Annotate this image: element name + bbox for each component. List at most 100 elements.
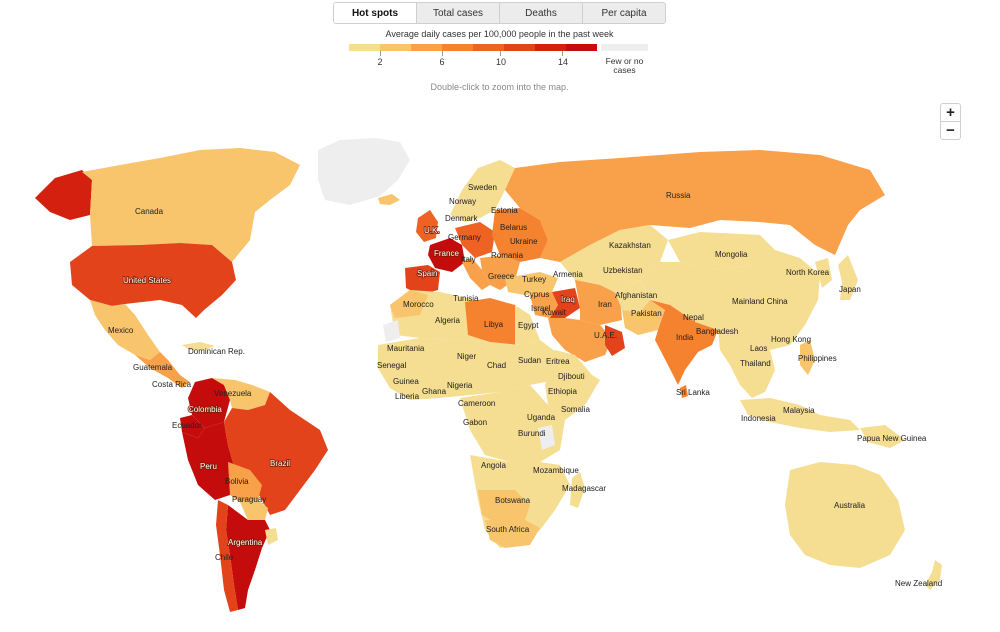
label-norway: Norway [449,197,476,206]
label-egypt: Egypt [518,321,539,330]
region-brazil[interactable] [224,392,328,515]
legend-swatch [411,44,442,51]
region-madagascar[interactable] [570,472,585,508]
label-botswana: Botswana [495,496,531,505]
region-mexico[interactable] [90,300,160,360]
region-oman[interactable] [605,325,625,356]
region-west-sahara[interactable] [383,320,400,342]
region-sri-lanka[interactable] [680,385,688,398]
region-afghanistan[interactable] [615,280,650,312]
legend-swatch [504,44,535,51]
label-iraq: Iraq [561,295,575,304]
region-uk[interactable] [416,210,438,242]
region-ecuador[interactable] [180,415,205,438]
region-japan[interactable] [838,255,858,300]
region-paraguay[interactable] [240,500,268,520]
region-iraq[interactable] [550,288,580,318]
region-botswana-namibia[interactable] [478,490,530,525]
region-bolivia[interactable] [228,462,262,502]
label-brazil: Brazil [270,459,290,468]
legend-no-data-line1: Few or no [605,56,644,66]
region-central-europe[interactable] [455,222,495,258]
region-uruguay[interactable] [265,528,278,545]
label-bangladesh: Bangladesh [696,327,738,336]
legend-tick [500,51,501,56]
label-south-africa: South Africa [486,525,530,534]
label-canada: Canada [135,207,164,216]
label-ghana: Ghana [422,387,447,396]
legend-swatch [442,44,473,51]
region-east-africa-gap[interactable] [538,425,555,450]
label-gabon: Gabon [463,418,487,427]
region-india[interactable] [650,300,718,385]
region-united-states[interactable] [70,243,236,318]
legend-swatch [535,44,566,51]
label-estonia: Estonia [491,206,518,215]
region-central-africa[interactable] [460,385,565,462]
region-south-africa[interactable] [485,520,540,548]
label-uzbekistan: Uzbekistan [603,266,643,275]
region-levant[interactable] [530,292,558,318]
region-chile[interactable] [216,500,238,612]
region-greenland[interactable] [318,138,410,205]
label-north-korea: North Korea [786,268,830,277]
region-mongolia[interactable] [668,232,775,270]
region-peru[interactable] [182,422,235,500]
region-iberia[interactable] [405,265,440,295]
region-scandinavia[interactable] [450,160,515,222]
region-indonesia[interactable] [740,398,860,432]
label-paraguay: Paraguay [232,495,266,504]
label-angola: Angola [481,461,506,470]
region-colombia[interactable] [188,378,230,428]
label-ukraine: Ukraine [510,237,538,246]
region-iceland[interactable] [378,194,400,205]
legend-tick-label: 10 [495,57,507,67]
region-central-asia[interactable] [560,225,668,292]
label-mauritania: Mauritania [387,344,425,353]
region-korea[interactable] [815,258,832,288]
region-iran[interactable] [575,280,622,325]
label-greece: Greece [488,272,515,281]
region-papua-new-guinea[interactable] [860,425,905,448]
region-eastern-europe[interactable] [492,208,548,262]
tab-deaths[interactable]: Deaths [500,3,583,23]
zoom-out-button[interactable]: − [940,121,961,140]
region-pakistan[interactable] [622,300,665,335]
region-arabia[interactable] [548,318,612,362]
label-mongolia: Mongolia [715,250,748,259]
label-kuwait: Kuwait [542,308,567,317]
region-caribbean[interactable] [182,342,215,350]
label-venezuela: Venezuela [214,389,252,398]
region-italy[interactable] [462,258,490,290]
region-turkey[interactable] [505,272,558,295]
tab-total-cases[interactable]: Total cases [417,3,500,23]
region-central-america[interactable] [135,352,190,388]
region-france[interactable] [428,238,465,272]
legend-no-data-label: Few or no cases [600,57,649,75]
tab-per-capita[interactable]: Per capita [601,7,647,19]
label-mozambique: Mozambique [533,466,579,475]
region-canada[interactable] [82,148,300,262]
region-alaska[interactable] [35,170,92,220]
region-sahel-west-africa[interactable] [378,338,560,400]
label-dominican-rep: Dominican Rep. [188,347,245,356]
region-horn-of-africa[interactable] [545,350,600,420]
region-philippines[interactable] [800,340,815,375]
legend-swatch [473,44,504,51]
label-united-states: United States [123,276,171,285]
tab-hot-spots[interactable]: Hot spots [334,3,417,23]
region-new-zealand[interactable] [925,560,942,590]
region-southeast-asia[interactable] [718,330,775,398]
label-chad: Chad [487,361,506,370]
region-russia[interactable] [505,150,885,262]
region-australia[interactable] [785,462,905,568]
label-guatemala: Guatemala [133,363,173,372]
region-morocco[interactable] [390,290,428,318]
region-libya[interactable] [465,298,515,345]
region-argentina[interactable] [226,505,270,610]
region-venezuela[interactable] [212,378,270,410]
region-china[interactable] [640,250,820,350]
label-niger: Niger [457,352,476,361]
legend-color-scale [349,44,597,51]
